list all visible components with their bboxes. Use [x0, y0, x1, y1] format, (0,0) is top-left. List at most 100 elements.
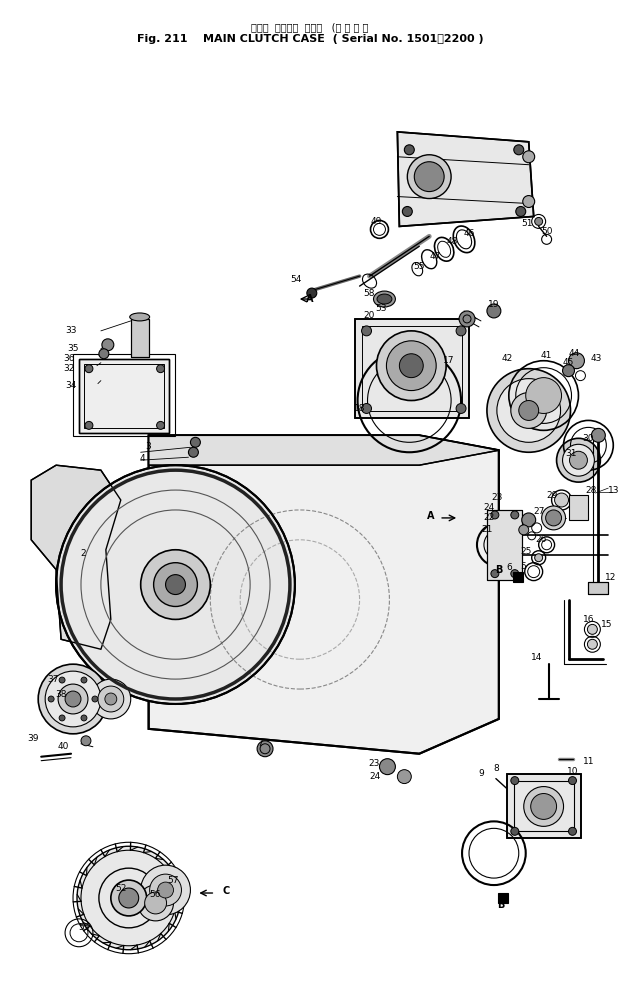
- Text: 35: 35: [68, 345, 79, 354]
- Circle shape: [386, 341, 436, 391]
- Text: 58: 58: [364, 288, 375, 297]
- Polygon shape: [397, 132, 534, 226]
- Ellipse shape: [373, 291, 396, 307]
- Bar: [588, 582, 608, 594]
- Text: 53: 53: [376, 305, 388, 314]
- Circle shape: [554, 493, 569, 507]
- Circle shape: [511, 827, 519, 835]
- Circle shape: [570, 451, 587, 469]
- Text: 32: 32: [63, 364, 75, 373]
- Text: 55: 55: [78, 924, 90, 933]
- Circle shape: [511, 570, 519, 578]
- Bar: [569, 495, 588, 520]
- Text: 2: 2: [80, 550, 86, 558]
- Text: 24: 24: [369, 772, 380, 781]
- Circle shape: [48, 696, 54, 701]
- Circle shape: [81, 715, 87, 721]
- Circle shape: [149, 874, 182, 906]
- Circle shape: [587, 624, 597, 634]
- Circle shape: [414, 162, 444, 192]
- Circle shape: [99, 349, 109, 359]
- Text: 43: 43: [591, 354, 602, 363]
- Circle shape: [361, 403, 371, 413]
- Circle shape: [542, 506, 565, 530]
- Circle shape: [562, 444, 595, 476]
- Circle shape: [534, 554, 542, 562]
- Bar: [487, 510, 522, 580]
- Circle shape: [154, 563, 197, 606]
- Text: A: A: [427, 511, 434, 521]
- Circle shape: [497, 379, 560, 442]
- Circle shape: [487, 369, 570, 452]
- Text: 41: 41: [541, 351, 552, 360]
- Text: 29: 29: [546, 490, 557, 499]
- Text: 24: 24: [484, 504, 495, 513]
- Text: 14: 14: [531, 652, 542, 661]
- Text: 20: 20: [364, 312, 375, 321]
- Circle shape: [591, 428, 605, 442]
- Circle shape: [138, 885, 174, 921]
- Circle shape: [456, 403, 466, 413]
- Text: 54: 54: [290, 274, 301, 283]
- Text: 4: 4: [140, 453, 146, 462]
- Text: 56: 56: [149, 889, 161, 898]
- Circle shape: [519, 525, 529, 535]
- Bar: [507, 774, 582, 838]
- Circle shape: [569, 353, 585, 369]
- Circle shape: [404, 145, 414, 155]
- Bar: [355, 319, 469, 418]
- Text: 27: 27: [533, 508, 544, 517]
- Circle shape: [144, 892, 167, 914]
- Text: 42: 42: [501, 354, 513, 363]
- Circle shape: [546, 510, 562, 526]
- Text: 6: 6: [506, 563, 511, 572]
- Circle shape: [459, 311, 475, 327]
- Circle shape: [491, 511, 499, 519]
- Text: 37: 37: [47, 674, 59, 683]
- Text: 7: 7: [257, 740, 263, 749]
- Text: 26: 26: [535, 536, 546, 545]
- Bar: [79, 359, 169, 433]
- Bar: [498, 893, 508, 902]
- Text: 44: 44: [569, 350, 580, 358]
- Text: 9: 9: [478, 769, 484, 778]
- Bar: [355, 319, 469, 418]
- Text: 3: 3: [146, 442, 151, 451]
- Text: 30: 30: [583, 434, 594, 443]
- Circle shape: [511, 777, 519, 785]
- Text: 40: 40: [58, 743, 69, 752]
- Circle shape: [379, 759, 396, 775]
- Text: 57: 57: [168, 875, 179, 884]
- Bar: [84, 364, 164, 428]
- Text: 15: 15: [601, 620, 612, 629]
- Circle shape: [569, 777, 577, 785]
- Ellipse shape: [130, 313, 149, 321]
- Text: 36: 36: [63, 354, 75, 363]
- Text: 19: 19: [488, 299, 500, 309]
- Ellipse shape: [377, 294, 392, 304]
- Circle shape: [166, 575, 185, 595]
- Polygon shape: [31, 465, 121, 649]
- Text: 13: 13: [608, 485, 619, 494]
- Circle shape: [522, 513, 536, 527]
- Circle shape: [257, 741, 273, 757]
- Circle shape: [511, 393, 547, 428]
- Circle shape: [531, 794, 557, 819]
- Circle shape: [81, 736, 91, 746]
- Text: Fig. 211    MAIN CLUTCH CASE  ( Serial No. 1501～2200 ): Fig. 211 MAIN CLUTCH CASE ( Serial No. 1…: [136, 34, 483, 44]
- Text: メイン  クラッチ  ケース   (適 用 号 機: メイン クラッチ ケース (適 用 号 機: [251, 22, 368, 32]
- Circle shape: [157, 365, 164, 373]
- Circle shape: [557, 438, 600, 482]
- Circle shape: [190, 437, 200, 447]
- Text: 49: 49: [371, 217, 382, 226]
- Circle shape: [81, 677, 87, 683]
- Circle shape: [562, 365, 575, 377]
- Circle shape: [511, 511, 519, 519]
- Text: B: B: [495, 565, 503, 575]
- Circle shape: [399, 354, 423, 378]
- Text: 18: 18: [354, 404, 365, 413]
- Circle shape: [514, 145, 524, 155]
- Circle shape: [188, 447, 198, 457]
- Text: 11: 11: [583, 757, 594, 766]
- Text: C: C: [222, 886, 229, 896]
